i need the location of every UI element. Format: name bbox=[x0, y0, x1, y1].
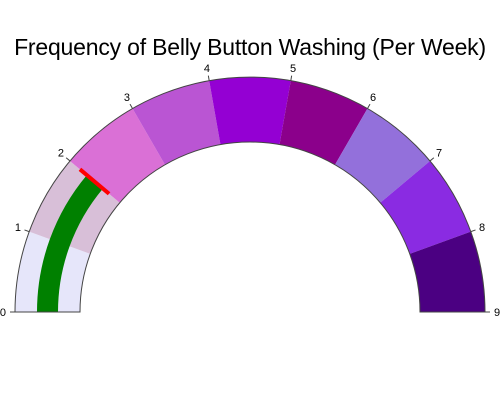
gauge-tick-7 bbox=[429, 157, 435, 162]
gauge-step-3 bbox=[132, 80, 221, 165]
gauge-tick-5 bbox=[290, 75, 293, 81]
gauge-tick-3 bbox=[129, 103, 133, 109]
gauge-tick-label-4: 4 bbox=[204, 63, 210, 75]
gauge-tick-label-8: 8 bbox=[479, 222, 485, 234]
gauge-step-5 bbox=[279, 80, 368, 165]
gauge-tick-label-5: 5 bbox=[290, 63, 296, 75]
chart-title: Frequency of Belly Button Washing (Per W… bbox=[14, 34, 486, 60]
gauge-tick-1 bbox=[24, 229, 30, 233]
gauge-tick-label-1: 1 bbox=[15, 222, 21, 234]
gauge-value-bar bbox=[37, 175, 103, 312]
gauge-ticks: 0 1 2 3 4 5 6 7 8 9 bbox=[0, 63, 500, 319]
gauge-outline-path bbox=[14, 76, 486, 313]
gauge-step-8 bbox=[409, 231, 485, 312]
gauge-tick-label-3: 3 bbox=[124, 92, 130, 104]
gauge-tick-label-9: 9 bbox=[494, 307, 500, 319]
gauge-step-4 bbox=[209, 76, 291, 145]
gauge-threshold-line bbox=[78, 167, 111, 196]
gauge-tick-8 bbox=[470, 229, 476, 233]
gauge-tick-label-0: 0 bbox=[0, 307, 6, 319]
gauge-tick-4 bbox=[207, 75, 210, 81]
gauge-tick-label-7: 7 bbox=[436, 148, 442, 160]
gauge-tick-label-6: 6 bbox=[370, 92, 376, 104]
gauge-tick-2 bbox=[65, 157, 71, 162]
gauge-tick-6 bbox=[367, 103, 371, 109]
gauge-step-7 bbox=[380, 160, 471, 254]
gauge-bar-layer bbox=[37, 175, 103, 312]
gauge-step-6 bbox=[335, 108, 431, 203]
gauge-tick-label-2: 2 bbox=[58, 148, 64, 160]
gauge-threshold-layer bbox=[78, 167, 111, 196]
gauge-outline bbox=[14, 76, 486, 313]
